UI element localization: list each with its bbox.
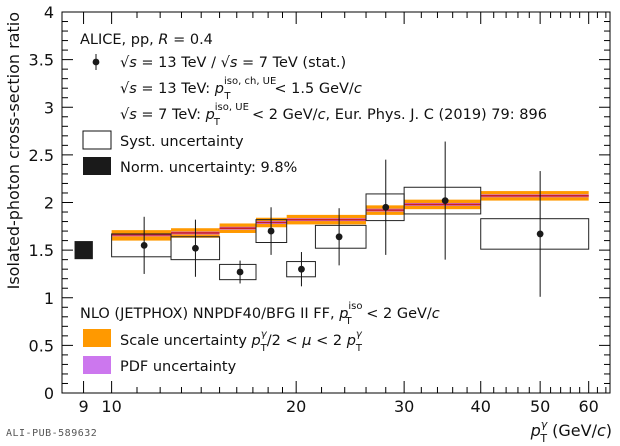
syst-box-8 bbox=[480, 218, 590, 250]
legend-data-label: √s = 13 TeV / √s = 7 TeV (stat.) bbox=[120, 55, 346, 71]
legend-norm-label: Norm. uncertainty: 9.8% bbox=[120, 160, 297, 176]
axes-layer: 0 0.5 1 1.5 2 2.5 3 3.5 4 9 10 20 30 40 50 60 Isolated-p… bbox=[4, 3, 612, 445]
legend-scale-label: Scale uncertainty pγ T/2 < μ < 2 pγ T bbox=[120, 329, 363, 354]
legend-layer: ALICE, pp, R = 0.4 √s = 13 TeV / √s = 7 T… bbox=[80, 32, 547, 375]
legend-scale-swatch bbox=[83, 329, 111, 347]
data-point-1 bbox=[192, 244, 199, 252]
norm-box-layer bbox=[74, 241, 93, 260]
y-tick-label: 1 bbox=[44, 289, 54, 308]
x-tick-label: 9 bbox=[78, 397, 88, 416]
experiment-label: ALICE, pp, R = 0.4 bbox=[80, 32, 213, 48]
data-points-layer bbox=[140, 141, 544, 297]
syst-boxes-layer bbox=[111, 186, 590, 281]
legend-data-marker bbox=[92, 58, 100, 66]
data-point-6 bbox=[382, 203, 390, 211]
x-axis-label: pγ T (GeV/c) bbox=[530, 418, 612, 445]
y-tick-label: 2 bbox=[44, 194, 54, 213]
legend-norm-swatch bbox=[83, 157, 111, 175]
legend-line-13tev: √s = 13 TeV: piso, ch, UE T < 1.5 GeV/c bbox=[120, 76, 362, 102]
data-point-4 bbox=[298, 265, 305, 273]
y-tick-label: 4 bbox=[44, 3, 54, 22]
theory-bands-layer bbox=[111, 191, 589, 241]
legend-pdf-label: PDF uncertainty bbox=[120, 359, 237, 375]
theory-label: NLO (JETPHOX) NNPDF40/BFG II FF, piso T <… bbox=[80, 301, 440, 327]
data-point-2 bbox=[236, 268, 244, 276]
y-tick-label: 1.5 bbox=[29, 241, 54, 260]
legend-syst-swatch bbox=[82, 130, 112, 150]
data-point-7 bbox=[441, 197, 449, 204]
data-point-0 bbox=[140, 241, 148, 249]
x-tick-label: 60 bbox=[579, 397, 599, 416]
publication-id: ALI-PUB-589632 bbox=[6, 428, 98, 439]
x-tick-label: 40 bbox=[471, 397, 491, 416]
norm-uncertainty-box bbox=[74, 241, 93, 260]
y-tick-label: 0.5 bbox=[29, 336, 54, 355]
data-point-5 bbox=[335, 233, 343, 241]
y-tick-label: 3.5 bbox=[29, 51, 54, 70]
syst-box-5 bbox=[314, 224, 367, 249]
y-tick-label: 3 bbox=[44, 98, 54, 117]
syst-box-2 bbox=[219, 263, 257, 281]
y-tick-label: 2.5 bbox=[29, 146, 54, 165]
x-tick-label: 20 bbox=[286, 397, 306, 416]
legend-pdf-swatch bbox=[83, 356, 111, 374]
legend-syst-label: Syst. uncertainty bbox=[120, 134, 244, 150]
x-tick-label: 30 bbox=[394, 397, 414, 416]
y-axis-label: Isolated-photon cross-section ratio bbox=[4, 12, 23, 289]
data-point-3 bbox=[267, 227, 275, 235]
x-tick-label: 50 bbox=[530, 397, 550, 416]
x-tick-label: 10 bbox=[101, 397, 121, 416]
y-tick-label: 0 bbox=[44, 384, 54, 403]
legend-line-7tev: √s = 7 TeV: piso, UE T < 2 GeV/c, Eur. Phy… bbox=[120, 102, 547, 128]
syst-box-7 bbox=[403, 186, 482, 215]
data-point-8 bbox=[536, 230, 544, 238]
